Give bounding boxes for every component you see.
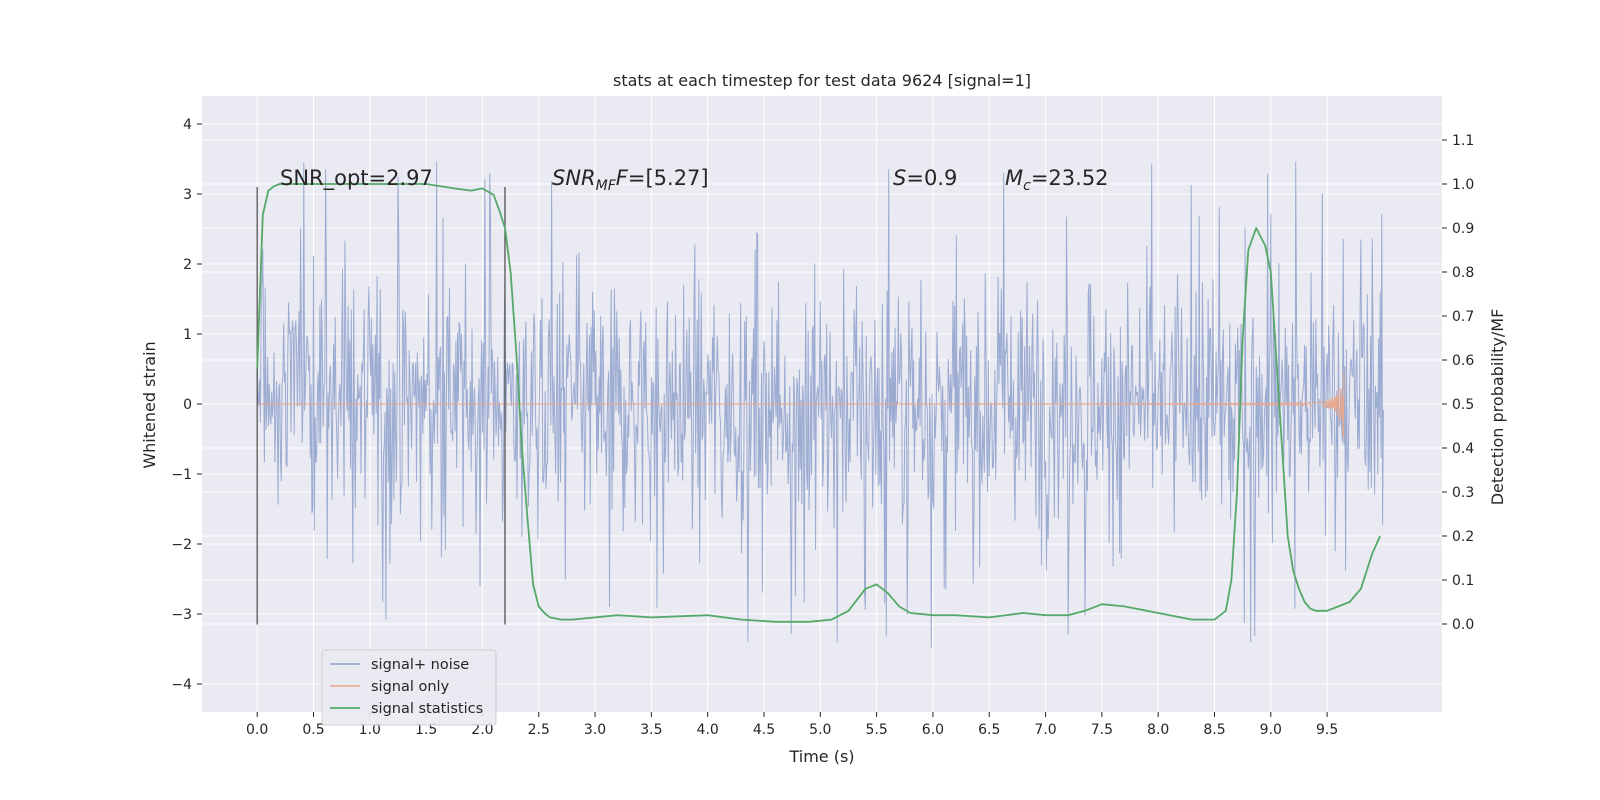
signal-only-line [257, 371, 1345, 438]
snr-opt-annotation: SNR_opt=2.97 [280, 166, 433, 191]
legend-box [321, 649, 497, 726]
y-tick-label: −4 [171, 677, 192, 693]
y-tick-label: 4 [183, 117, 192, 133]
y2-tick-label: 1.0 [1452, 177, 1474, 193]
y2-axis-label: Detection probability/MF [1488, 309, 1507, 506]
x-tick-label: 0.5 [302, 722, 324, 738]
s-annotation: S=0.9 [893, 166, 957, 190]
y-tick-label: −1 [171, 467, 192, 483]
x-axis-ticks: 0.0 0.5 1.0 1.5 2.0 2.5 3.0 3.5 4.0 4.5 5.0 5.5 6.0 6… [246, 712, 1338, 738]
x-tick-label: 0.0 [246, 722, 268, 738]
y2-tick-label: 0.5 [1452, 397, 1474, 413]
y2-tick-label: 0.8 [1452, 265, 1474, 281]
y2-tick-label: 0.3 [1452, 485, 1474, 501]
legend: signal+ noise signal only signal statist… [321, 649, 497, 726]
y-tick-label: 1 [183, 327, 192, 343]
y2-tick-label: 0.6 [1452, 353, 1474, 369]
x-tick-label: 9.5 [1316, 722, 1338, 738]
x-tick-label: 8.5 [1203, 722, 1225, 738]
x-tick-label: 4.0 [697, 722, 719, 738]
y2-tick-label: 0.4 [1452, 441, 1474, 457]
x-tick-label: 2.0 [471, 722, 493, 738]
signal-statistics-line [256, 183, 1381, 623]
x-tick-label: 7.5 [1091, 722, 1113, 738]
legend-label-signal-statistics: signal statistics [371, 701, 483, 717]
x-tick-label: 1.5 [415, 722, 437, 738]
x-tick-label: 6.5 [978, 722, 1000, 738]
x-tick-label: 3.0 [584, 722, 606, 738]
y-axis-label: Whitened strain [140, 341, 159, 468]
signal-noise-line [256, 161, 1384, 648]
y2-tick-label: 0.2 [1452, 529, 1474, 545]
y-tick-label: 3 [183, 187, 192, 203]
x-tick-label: 4.5 [753, 722, 775, 738]
x-tick-label: 5.5 [865, 722, 887, 738]
x-tick-label: 6.0 [922, 722, 944, 738]
x-tick-label: 1.0 [359, 722, 381, 738]
signal-only-series [257, 371, 1345, 438]
y-tick-label: 0 [183, 397, 192, 413]
x-axis-label: Time (s) [788, 747, 854, 766]
legend-label-signal-noise: signal+ noise [371, 657, 469, 673]
y-tick-label: −3 [171, 607, 192, 623]
y2-tick-label: 1.1 [1452, 133, 1474, 149]
y-tick-label: 2 [183, 257, 192, 273]
x-tick-label: 7.0 [1034, 722, 1056, 738]
y2-tick-label: 0.7 [1452, 309, 1474, 325]
event-markers [256, 187, 506, 625]
x-tick-label: 2.5 [528, 722, 550, 738]
x-tick-label: 5.0 [809, 722, 831, 738]
mc-annotation: Mc=23.52 [1005, 166, 1109, 194]
signal-statistics-series [256, 183, 1381, 623]
y2-tick-label: 0.9 [1452, 221, 1474, 237]
legend-label-signal-only: signal only [371, 679, 450, 695]
x-tick-label: 3.5 [640, 722, 662, 738]
y-tick-label: −2 [171, 537, 192, 553]
x-tick-label: 8.0 [1147, 722, 1169, 738]
y2-tick-label: 0.0 [1452, 617, 1474, 633]
chart-title: stats at each timestep for test data 962… [613, 71, 1031, 90]
x-tick-label: 9.0 [1260, 722, 1282, 738]
y2-axis-ticks: 0.0 0.1 0.2 0.3 0.4 0.5 0.6 0.7 0.8 0.9 1.0 1.1 [1442, 133, 1474, 633]
signal-noise-series [256, 161, 1384, 648]
snr-mf-annotation: SNRMFF=[5.27] [552, 166, 709, 194]
y2-tick-label: 0.1 [1452, 573, 1474, 589]
y-axis-ticks: −4 −3 −2 −1 0 1 2 3 4 [171, 117, 202, 693]
